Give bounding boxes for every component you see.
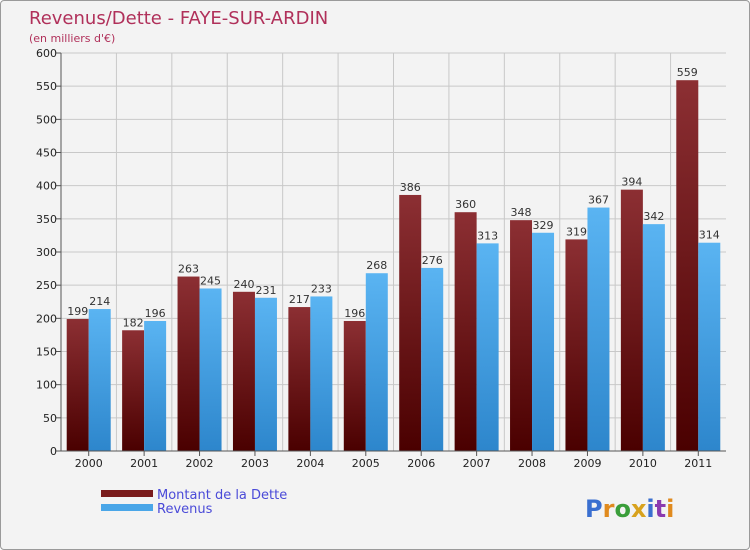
x-tick-label: 2007 (463, 457, 491, 470)
legend-label-debt: Montant de la Dette (157, 488, 287, 503)
proxiti-logo: Proxiti (585, 495, 674, 523)
y-tick-label: 600 (36, 47, 57, 60)
data-label-dette-2006: 386 (400, 181, 421, 194)
logo-letter: x (631, 495, 647, 523)
bar-revenus-2008 (532, 232, 555, 451)
data-label-dette-2008: 348 (511, 206, 532, 219)
bar-revenus-2007 (476, 243, 499, 451)
legend: Montant de la Dette Revenus (101, 488, 287, 517)
data-label-dette-2000: 199 (67, 305, 88, 318)
data-label-dette-2007: 360 (455, 198, 476, 211)
axis-layer: 0 50 100 150 200 250 300 350 400 450 500 550 600 2000… (36, 47, 726, 470)
logo-letter: i (666, 495, 674, 523)
y-tick-label: 500 (36, 113, 57, 126)
y-tick-label: 200 (36, 312, 57, 325)
bar-revenus-2004 (310, 296, 333, 451)
data-label-dette-2005: 196 (344, 307, 365, 320)
logo-letter: i (646, 495, 654, 523)
data-label-revenus-2003: 231 (255, 284, 276, 297)
data-label-revenus-2000: 214 (89, 295, 110, 308)
data-label-dette-2002: 263 (178, 263, 199, 276)
bar-dette-2008 (510, 220, 533, 451)
y-tick-label: 300 (36, 246, 57, 259)
data-label-dette-2009: 319 (566, 225, 587, 238)
data-label-dette-2010: 394 (621, 176, 642, 189)
x-tick-label: 2010 (629, 457, 657, 470)
y-tick-label: 100 (36, 379, 57, 392)
data-label-revenus-2004: 233 (311, 282, 332, 295)
legend-swatch-revenus (101, 504, 153, 511)
x-tick-label: 2002 (186, 457, 214, 470)
data-label-dette-2003: 240 (233, 278, 254, 291)
data-label-revenus-2002: 245 (200, 274, 221, 287)
x-tick-label: 2003 (241, 457, 269, 470)
y-tick-label: 550 (36, 80, 57, 93)
chart-title: Revenus/Dette - FAYE-SUR-ARDIN (29, 8, 328, 29)
data-label-revenus-2001: 196 (145, 307, 166, 320)
bar-dette-2000 (66, 318, 89, 451)
data-label-revenus-2010: 342 (643, 210, 664, 223)
bar-revenus-2000 (88, 309, 111, 451)
y-tick-label: 400 (36, 180, 57, 193)
logo-letter: o (614, 495, 631, 523)
data-label-revenus-2009: 367 (588, 194, 609, 207)
bar-revenus-2010 (642, 224, 665, 451)
x-tick-label: 2006 (407, 457, 435, 470)
y-tick-label: 250 (36, 279, 57, 292)
data-label-revenus-2008: 329 (533, 219, 554, 232)
bar-dette-2003 (232, 291, 255, 451)
bar-dette-2006 (399, 194, 422, 451)
grid-layer (61, 52, 726, 452)
logo-letter: t (655, 495, 666, 523)
y-tick-label: 0 (50, 445, 57, 458)
x-tick-label: 2011 (684, 457, 712, 470)
bar-dette-2001 (122, 330, 145, 451)
data-label-revenus-2011: 314 (699, 229, 720, 242)
x-tick-label: 2009 (573, 457, 601, 470)
y-tick-label: 50 (43, 412, 57, 425)
data-label-revenus-2006: 276 (422, 254, 443, 267)
bar-revenus-2009 (587, 207, 610, 451)
y-tick-label: 150 (36, 346, 57, 359)
bar-revenus-2006 (421, 267, 444, 451)
x-tick-label: 2008 (518, 457, 546, 470)
bar-dette-2011 (676, 80, 699, 452)
legend-swatch-debt (101, 490, 153, 497)
y-tick-label: 450 (36, 147, 57, 160)
data-label-dette-2004: 217 (289, 293, 310, 306)
bar-revenus-2002 (199, 288, 222, 451)
data-label-revenus-2007: 313 (477, 229, 498, 242)
data-label-revenus-2005: 268 (366, 259, 387, 272)
data-label-dette-2001: 182 (123, 316, 144, 329)
bar-revenus-2003 (254, 297, 277, 451)
bar-dette-2002 (177, 276, 200, 451)
y-tick-label: 350 (36, 213, 57, 226)
bar-dette-2004 (288, 307, 311, 451)
x-tick-label: 2000 (75, 457, 103, 470)
x-tick-label: 2004 (296, 457, 324, 470)
x-tick-label: 2001 (130, 457, 158, 470)
bar-revenus-2005 (365, 273, 388, 451)
bar-dette-2005 (343, 320, 366, 451)
bar-dette-2010 (620, 189, 643, 451)
legend-label-revenus: Revenus (157, 502, 213, 517)
bar-dette-2009 (565, 239, 588, 451)
bar-revenus-2001 (144, 320, 167, 451)
bar-revenus-2011 (698, 242, 721, 451)
logo-letter: P (585, 495, 603, 523)
bar-dette-2007 (454, 212, 477, 451)
chart-subtitle: (en milliers d'€) (29, 32, 115, 45)
x-tick-label: 2005 (352, 457, 380, 470)
data-label-dette-2011: 559 (677, 66, 698, 79)
logo-letter: r (603, 495, 615, 523)
